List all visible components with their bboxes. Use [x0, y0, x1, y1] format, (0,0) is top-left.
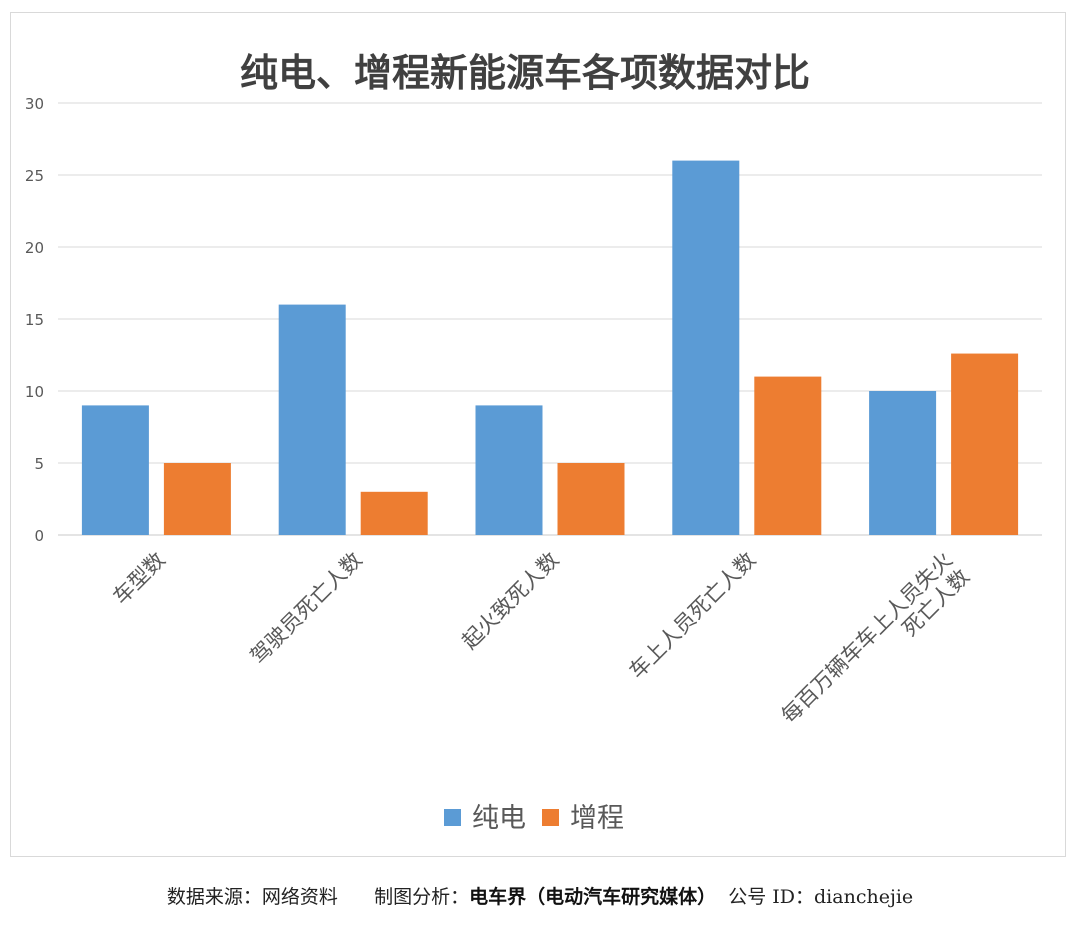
y-tick-label: 15: [25, 311, 44, 329]
bar: [754, 376, 822, 535]
x-tick-label: 起火致死人数: [457, 548, 563, 654]
legend-label: 纯电: [472, 803, 526, 834]
x-tick-label-line: 每百万辆车车上人员失火: [777, 548, 957, 728]
chart-title: 纯电、增程新能源车各项数据对比: [240, 51, 810, 95]
y-tick-label: 10: [25, 383, 44, 401]
bar: [951, 353, 1019, 535]
legend-swatch: [444, 809, 461, 826]
bar: [557, 463, 625, 535]
bar: [360, 491, 428, 535]
bar: [672, 160, 740, 535]
bar: [475, 405, 543, 535]
y-tick-label: 30: [25, 95, 44, 113]
bar: [163, 463, 231, 535]
x-tick-label-line: 驾驶员死亡人数: [246, 548, 367, 669]
source-label: 数据来源：网络资料: [166, 886, 338, 908]
source-footer: 数据来源：网络资料 制图分析：电车界（电动汽车研究媒体） 公号 ID：dianc…: [0, 882, 1080, 909]
x-tick-label-line: 起火致死人数: [457, 548, 563, 654]
bar: [869, 391, 937, 535]
account-id: 公号 ID：dianchejie: [728, 886, 914, 908]
legend-swatch: [542, 809, 559, 826]
bar: [81, 405, 149, 535]
y-tick-label: 0: [34, 527, 44, 545]
y-tick-label: 25: [25, 167, 44, 185]
x-tick-label: 每百万辆车车上人员失火死亡人数: [777, 548, 974, 745]
x-tick-label-line: 车型数: [108, 548, 170, 610]
y-tick-label: 5: [34, 455, 44, 473]
y-tick-label: 20: [25, 239, 44, 257]
legend-label: 增程: [570, 803, 624, 834]
x-tick-label-line: 车上人员死亡人数: [625, 548, 761, 684]
x-tick-label: 驾驶员死亡人数: [246, 548, 367, 669]
bar: [278, 304, 346, 535]
maker-name: 电车界（电动汽车研究媒体）: [469, 886, 717, 908]
x-tick-label: 车型数: [108, 548, 170, 610]
x-tick-label: 车上人员死亡人数: [625, 548, 761, 684]
maker-label: 制图分析：: [374, 886, 470, 908]
